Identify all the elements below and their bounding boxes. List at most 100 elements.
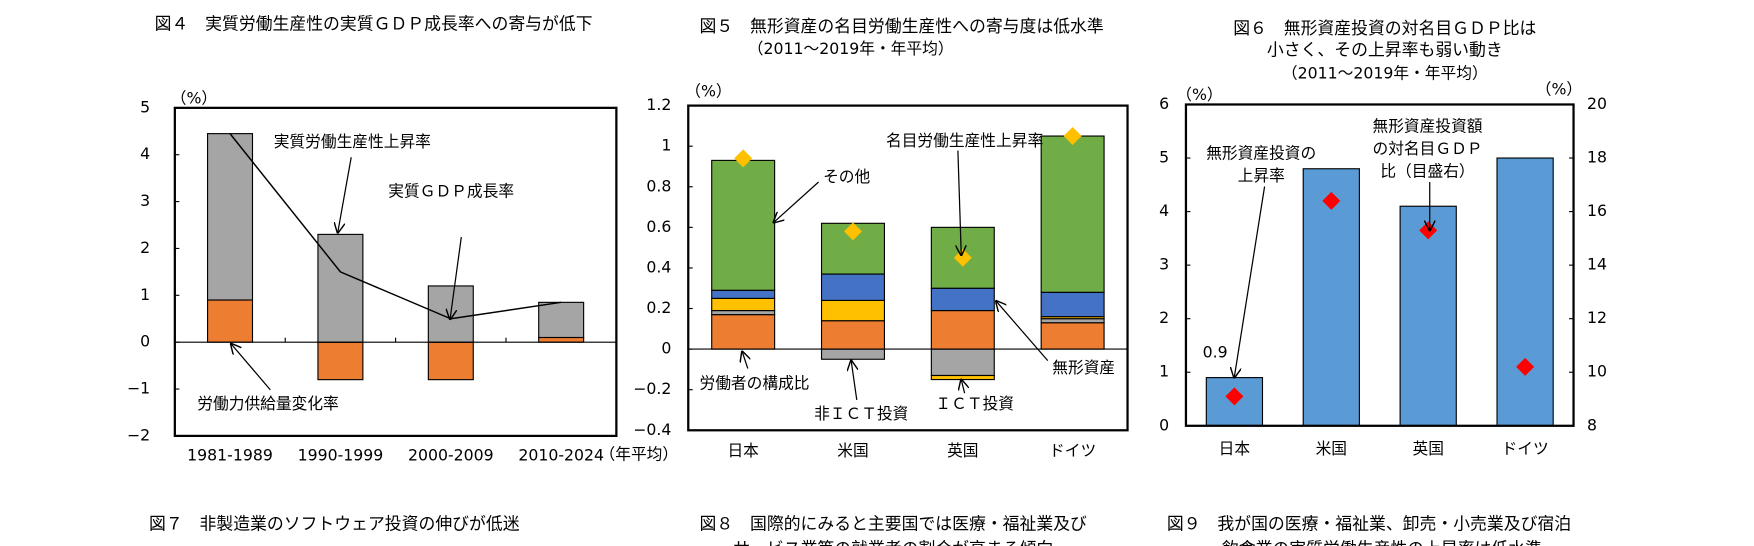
y2-tick-label: 8 xyxy=(1587,415,1597,434)
y-tick-label: 0 xyxy=(140,332,150,351)
y-tick-label: 4 xyxy=(140,144,150,163)
bar xyxy=(1040,291,1105,318)
bar xyxy=(711,289,776,299)
series-annotation: 無形資産投資の xyxy=(1206,143,1316,162)
caption: 図９ 我が国の医療・福祉業、卸売・小売業及び宿泊 xyxy=(1167,514,1571,534)
x-tick-label: 日本 xyxy=(727,441,759,460)
caption: 図８ 国際的にみると主要国では医療・福祉業及び xyxy=(699,514,1087,534)
bar xyxy=(538,301,585,339)
line xyxy=(229,133,562,320)
plot-frame xyxy=(173,106,618,438)
bar xyxy=(711,159,776,291)
y-tick-label: 2 xyxy=(1159,308,1169,327)
bar xyxy=(317,233,364,343)
x-tick-label: 米国 xyxy=(1316,439,1347,458)
x-tick-label: 英国 xyxy=(947,441,978,460)
y-tick-label: 1.2 xyxy=(646,95,671,114)
series-annotation: 労働力供給量変化率 xyxy=(197,394,338,413)
bar xyxy=(930,348,995,377)
bar xyxy=(427,341,474,381)
annotation-arrow xyxy=(851,361,857,401)
y-tick-label: 0 xyxy=(1159,415,1169,434)
y-tick-label: 5 xyxy=(140,97,150,116)
series-annotation: 非ＩＣＴ投資 xyxy=(814,404,908,423)
y-tick-label: 3 xyxy=(140,191,150,210)
y-tick-label: 1 xyxy=(140,285,150,304)
diamond-marker xyxy=(1063,127,1082,146)
series-annotation: その他 xyxy=(823,167,870,186)
bar xyxy=(711,309,776,316)
y2-tick-label: 18 xyxy=(1587,148,1607,167)
y-tick-label: 2 xyxy=(140,238,150,257)
y-tick-label: 0.2 xyxy=(646,298,671,317)
bar xyxy=(711,314,776,350)
y-unit: （%） xyxy=(171,88,217,107)
plot-frame xyxy=(687,104,1129,432)
bar xyxy=(930,309,995,350)
y-tick-label: 6 xyxy=(1159,94,1169,113)
chart-title: 図４ 実質労働生産性の実質ＧＤＰ成長率への寄与が低下 xyxy=(155,14,593,34)
bar xyxy=(820,273,886,301)
plot-frame xyxy=(1184,103,1575,427)
series-annotation: ＩＣＴ投資 xyxy=(935,394,1014,413)
bar xyxy=(1496,157,1554,427)
series-annotation: 無形資産投資額 xyxy=(1372,116,1482,135)
annotation-arrow xyxy=(231,344,271,391)
y2-tick-label: 10 xyxy=(1587,362,1607,381)
y-tick-label: −2 xyxy=(127,425,150,444)
x-tick-label: 米国 xyxy=(837,441,868,460)
bar xyxy=(206,133,254,301)
y2-tick-label: 20 xyxy=(1587,94,1607,113)
chart-title: 小さく、その上昇率も弱い動き xyxy=(1267,40,1503,60)
annotation-arrow xyxy=(450,236,462,319)
y-tick-label: 5 xyxy=(1159,148,1169,167)
x-tick-label: ドイツ xyxy=(1502,439,1549,458)
bar xyxy=(930,287,995,312)
y-tick-label: 3 xyxy=(1159,255,1169,274)
series-annotation: 比（目盛右） xyxy=(1380,161,1474,180)
annotation-arrow xyxy=(958,150,961,255)
x-unit: （年平均） xyxy=(600,445,679,464)
y-tick-label: 1 xyxy=(1159,362,1169,381)
y-tick-label: 0 xyxy=(661,339,671,358)
annotation-arrow xyxy=(774,181,819,222)
bar xyxy=(1040,322,1105,350)
caption: ・飲食業の実質労働生産性の上昇率は低水準 xyxy=(1205,538,1542,546)
y-tick-label: 0.6 xyxy=(646,217,671,236)
series-annotation: 実質ＧＤＰ成長率 xyxy=(388,182,514,201)
bar xyxy=(820,320,886,350)
x-tick-label: ドイツ xyxy=(1049,441,1096,460)
series-annotation: 労働者の構成比 xyxy=(699,374,809,393)
series-annotation: 実質労働生産性上昇率 xyxy=(274,132,431,151)
y2-unit: （%） xyxy=(1536,79,1582,98)
series-annotation: の対名目ＧＤＰ xyxy=(1372,139,1482,158)
chart-subtitle: （2011～2019年・年平均） xyxy=(748,39,954,58)
bar xyxy=(1040,135,1105,293)
annotation-arrow xyxy=(961,380,964,394)
bar xyxy=(317,341,364,381)
x-tick-label: 日本 xyxy=(1219,439,1251,458)
y-tick-label: 1 xyxy=(661,136,671,155)
series-annotation: 名目労働生産性上昇率 xyxy=(886,131,1043,150)
y2-tick-label: 14 xyxy=(1587,255,1607,274)
data-label: 0.9 xyxy=(1203,342,1228,361)
bar xyxy=(820,299,886,322)
x-tick-label: 2000-2009 xyxy=(408,446,494,465)
y-tick-label: 0.4 xyxy=(646,257,671,276)
annotation-arrow xyxy=(742,352,748,369)
bar xyxy=(820,348,886,360)
bar xyxy=(1302,168,1360,427)
y-tick-label: −1 xyxy=(127,379,150,398)
bar xyxy=(206,299,254,343)
bar xyxy=(1040,318,1105,324)
caption: サービス業等の就業者の割合が高まる傾向 xyxy=(733,538,1053,546)
y-tick-label: −0.4 xyxy=(633,420,671,439)
series-annotation: 上昇率 xyxy=(1238,166,1285,185)
bar xyxy=(1399,205,1457,427)
y-unit: （%） xyxy=(1176,85,1222,104)
chart-title: 図６ 無形資産投資の対名目ＧＤＰ比は xyxy=(1233,18,1536,38)
y-tick-label: 4 xyxy=(1159,201,1169,220)
bar xyxy=(711,297,776,312)
x-tick-label: 1981-1989 xyxy=(187,446,273,465)
